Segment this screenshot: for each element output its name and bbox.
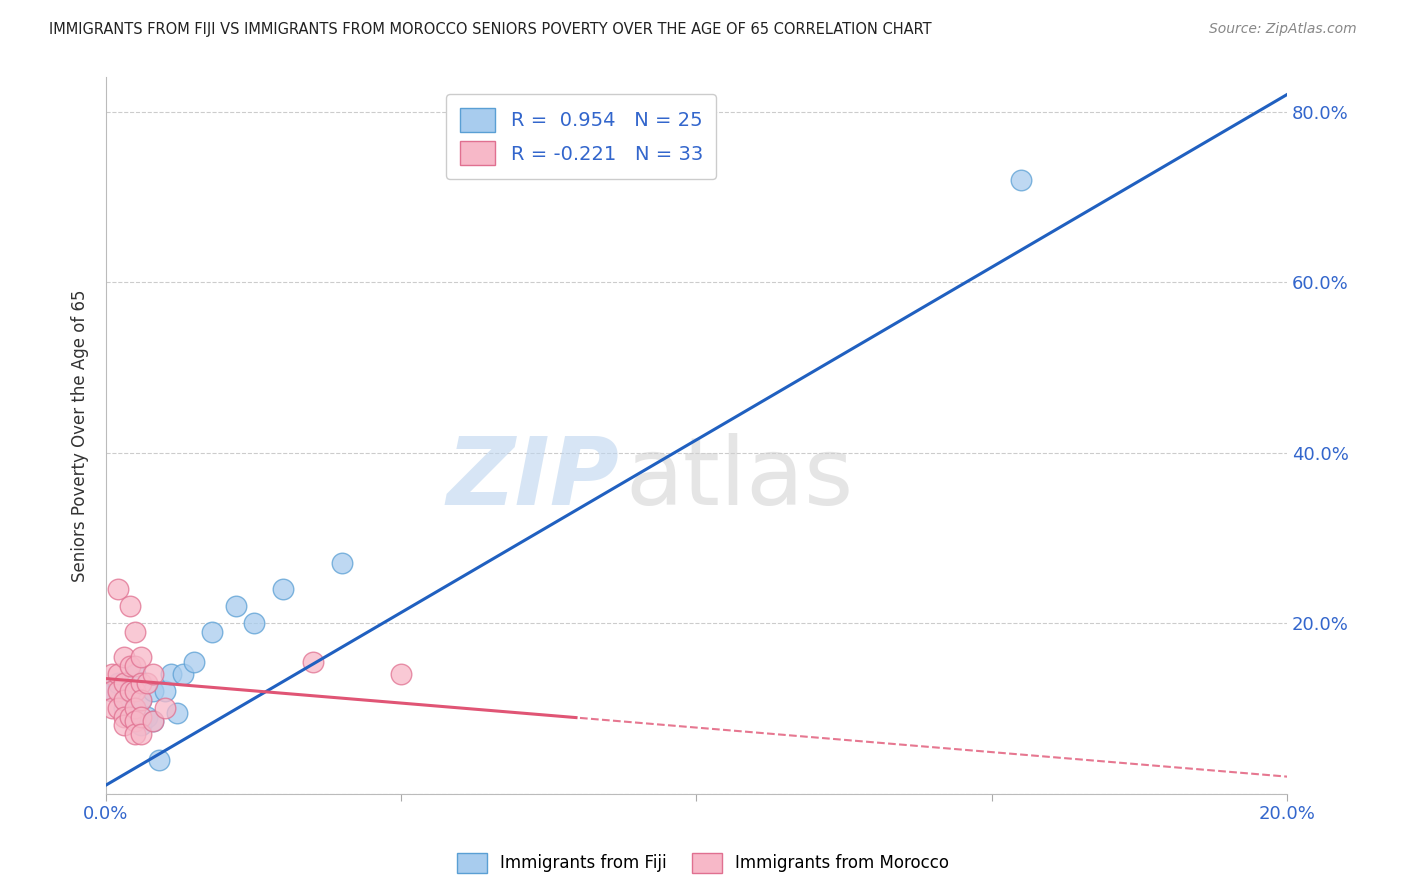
Point — [118, 684, 141, 698]
Point — [153, 684, 176, 698]
Point — [225, 599, 247, 613]
Point — [131, 693, 153, 707]
Point — [124, 727, 146, 741]
Point — [142, 714, 165, 729]
Point — [389, 667, 412, 681]
Point — [124, 658, 146, 673]
Point — [101, 684, 124, 698]
Point — [118, 658, 141, 673]
Text: IMMIGRANTS FROM FIJI VS IMMIGRANTS FROM MOROCCO SENIORS POVERTY OVER THE AGE OF : IMMIGRANTS FROM FIJI VS IMMIGRANTS FROM … — [49, 22, 932, 37]
Point — [131, 710, 153, 724]
Point — [118, 710, 141, 724]
Point — [124, 701, 146, 715]
Point — [112, 710, 135, 724]
Point — [242, 616, 264, 631]
Text: atlas: atlas — [626, 433, 853, 524]
Point — [153, 701, 176, 715]
Point — [101, 684, 124, 698]
Point — [142, 714, 165, 729]
Point — [101, 701, 124, 715]
Point — [136, 676, 159, 690]
Point — [1010, 173, 1032, 187]
Point — [112, 701, 135, 715]
Point — [101, 667, 124, 681]
Point — [112, 650, 135, 665]
Y-axis label: Seniors Poverty Over the Age of 65: Seniors Poverty Over the Age of 65 — [72, 289, 89, 582]
Point — [118, 710, 141, 724]
Point — [107, 667, 129, 681]
Text: Source: ZipAtlas.com: Source: ZipAtlas.com — [1209, 22, 1357, 37]
Point — [271, 582, 294, 596]
Point — [131, 693, 153, 707]
Point — [107, 582, 129, 596]
Point — [124, 701, 146, 715]
Point — [131, 650, 153, 665]
Point — [124, 624, 146, 639]
Point — [142, 667, 165, 681]
Legend: Immigrants from Fiji, Immigrants from Morocco: Immigrants from Fiji, Immigrants from Mo… — [450, 847, 956, 880]
Point — [136, 710, 159, 724]
Point — [148, 753, 170, 767]
Point — [124, 667, 146, 681]
Point — [131, 727, 153, 741]
Point — [131, 718, 153, 732]
Point — [112, 676, 135, 690]
Text: ZIP: ZIP — [447, 433, 620, 524]
Point — [107, 684, 129, 698]
Point — [124, 684, 146, 698]
Point — [118, 684, 141, 698]
Point — [142, 684, 165, 698]
Point — [166, 706, 188, 720]
Point — [112, 693, 135, 707]
Point — [112, 693, 135, 707]
Point — [107, 701, 129, 715]
Point — [330, 557, 353, 571]
Point — [112, 718, 135, 732]
Point — [160, 667, 183, 681]
Legend: R =  0.954   N = 25, R = -0.221   N = 33: R = 0.954 N = 25, R = -0.221 N = 33 — [446, 95, 717, 178]
Point — [301, 655, 323, 669]
Point — [131, 676, 153, 690]
Point — [118, 599, 141, 613]
Point — [183, 655, 205, 669]
Point — [124, 714, 146, 729]
Point — [172, 667, 194, 681]
Point — [107, 676, 129, 690]
Point — [201, 624, 224, 639]
